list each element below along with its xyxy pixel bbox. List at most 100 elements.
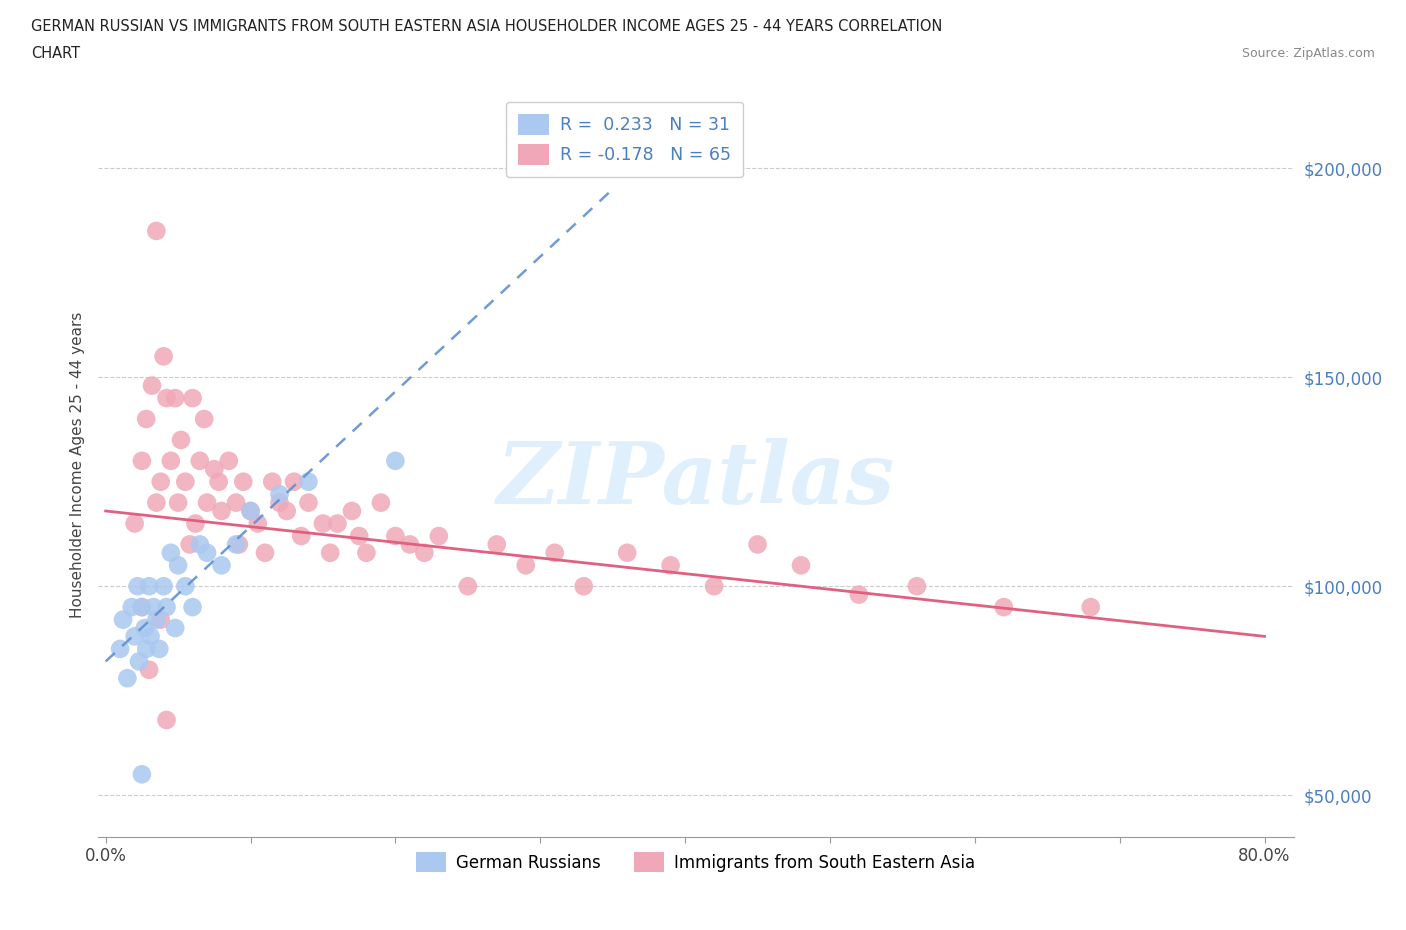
Point	[134, 620, 156, 635]
Point	[457, 578, 479, 593]
Point	[152, 578, 174, 593]
Point	[181, 600, 204, 615]
Text: CHART: CHART	[31, 46, 80, 61]
Point	[138, 662, 160, 677]
Point	[149, 612, 172, 627]
Point	[253, 545, 276, 560]
Point	[544, 545, 567, 560]
Point	[174, 474, 197, 489]
Point	[155, 391, 177, 405]
Point	[211, 503, 233, 518]
Point	[160, 454, 183, 469]
Point	[703, 578, 725, 593]
Point	[142, 600, 165, 615]
Point	[117, 671, 139, 685]
Point	[515, 558, 537, 573]
Point	[131, 454, 153, 469]
Point	[326, 516, 349, 531]
Point	[167, 495, 190, 510]
Point	[131, 767, 153, 782]
Point	[167, 558, 190, 573]
Point	[218, 454, 240, 469]
Text: ZIPatlas: ZIPatlas	[496, 438, 896, 522]
Point	[128, 654, 150, 669]
Point	[485, 537, 508, 551]
Point	[228, 537, 250, 551]
Point	[124, 516, 146, 531]
Point	[149, 474, 172, 489]
Y-axis label: Householder Income Ages 25 - 44 years: Householder Income Ages 25 - 44 years	[69, 312, 84, 618]
Point	[269, 486, 291, 501]
Point	[262, 474, 284, 489]
Point	[127, 578, 149, 593]
Point	[193, 412, 215, 427]
Point	[131, 600, 153, 615]
Point	[616, 545, 638, 560]
Point	[225, 495, 247, 510]
Point	[108, 642, 131, 657]
Point	[141, 379, 163, 393]
Point	[124, 629, 146, 644]
Point	[232, 474, 254, 489]
Point	[1080, 600, 1102, 615]
Point	[155, 600, 177, 615]
Point	[211, 558, 233, 573]
Point	[276, 503, 298, 518]
Point	[165, 391, 187, 405]
Point	[290, 528, 312, 543]
Point	[170, 432, 193, 447]
Point	[145, 612, 167, 627]
Point	[195, 545, 218, 560]
Point	[145, 495, 167, 510]
Point	[121, 600, 143, 615]
Point	[239, 503, 262, 518]
Point	[195, 495, 218, 510]
Text: Source: ZipAtlas.com: Source: ZipAtlas.com	[1241, 46, 1375, 60]
Point	[239, 503, 262, 518]
Point	[135, 642, 157, 657]
Point	[188, 454, 211, 469]
Point	[208, 474, 231, 489]
Point	[131, 600, 153, 615]
Point	[112, 612, 135, 627]
Point	[340, 503, 363, 518]
Text: GERMAN RUSSIAN VS IMMIGRANTS FROM SOUTH EASTERN ASIA HOUSEHOLDER INCOME AGES 25 : GERMAN RUSSIAN VS IMMIGRANTS FROM SOUTH …	[31, 19, 942, 33]
Point	[905, 578, 928, 593]
Point	[188, 537, 211, 551]
Point	[790, 558, 813, 573]
Point	[269, 495, 291, 510]
Point	[152, 349, 174, 364]
Point	[179, 537, 201, 551]
Point	[347, 528, 370, 543]
Point	[848, 587, 870, 602]
Point	[184, 516, 207, 531]
Point	[202, 461, 225, 476]
Point	[572, 578, 595, 593]
Point	[155, 712, 177, 727]
Point	[139, 629, 162, 644]
Point	[246, 516, 269, 531]
Point	[370, 495, 392, 510]
Point	[427, 528, 450, 543]
Point	[181, 391, 204, 405]
Legend: German Russians, Immigrants from South Eastern Asia: German Russians, Immigrants from South E…	[408, 844, 984, 881]
Point	[165, 620, 187, 635]
Point	[283, 474, 305, 489]
Point	[135, 412, 157, 427]
Point	[399, 537, 422, 551]
Point	[312, 516, 335, 531]
Point	[993, 600, 1015, 615]
Point	[384, 528, 406, 543]
Point	[413, 545, 436, 560]
Point	[319, 545, 342, 560]
Point	[174, 578, 197, 593]
Point	[138, 578, 160, 593]
Point	[659, 558, 682, 573]
Point	[747, 537, 769, 551]
Point	[384, 454, 406, 469]
Point	[225, 537, 247, 551]
Point	[160, 545, 183, 560]
Point	[356, 545, 378, 560]
Point	[297, 474, 319, 489]
Point	[145, 223, 167, 238]
